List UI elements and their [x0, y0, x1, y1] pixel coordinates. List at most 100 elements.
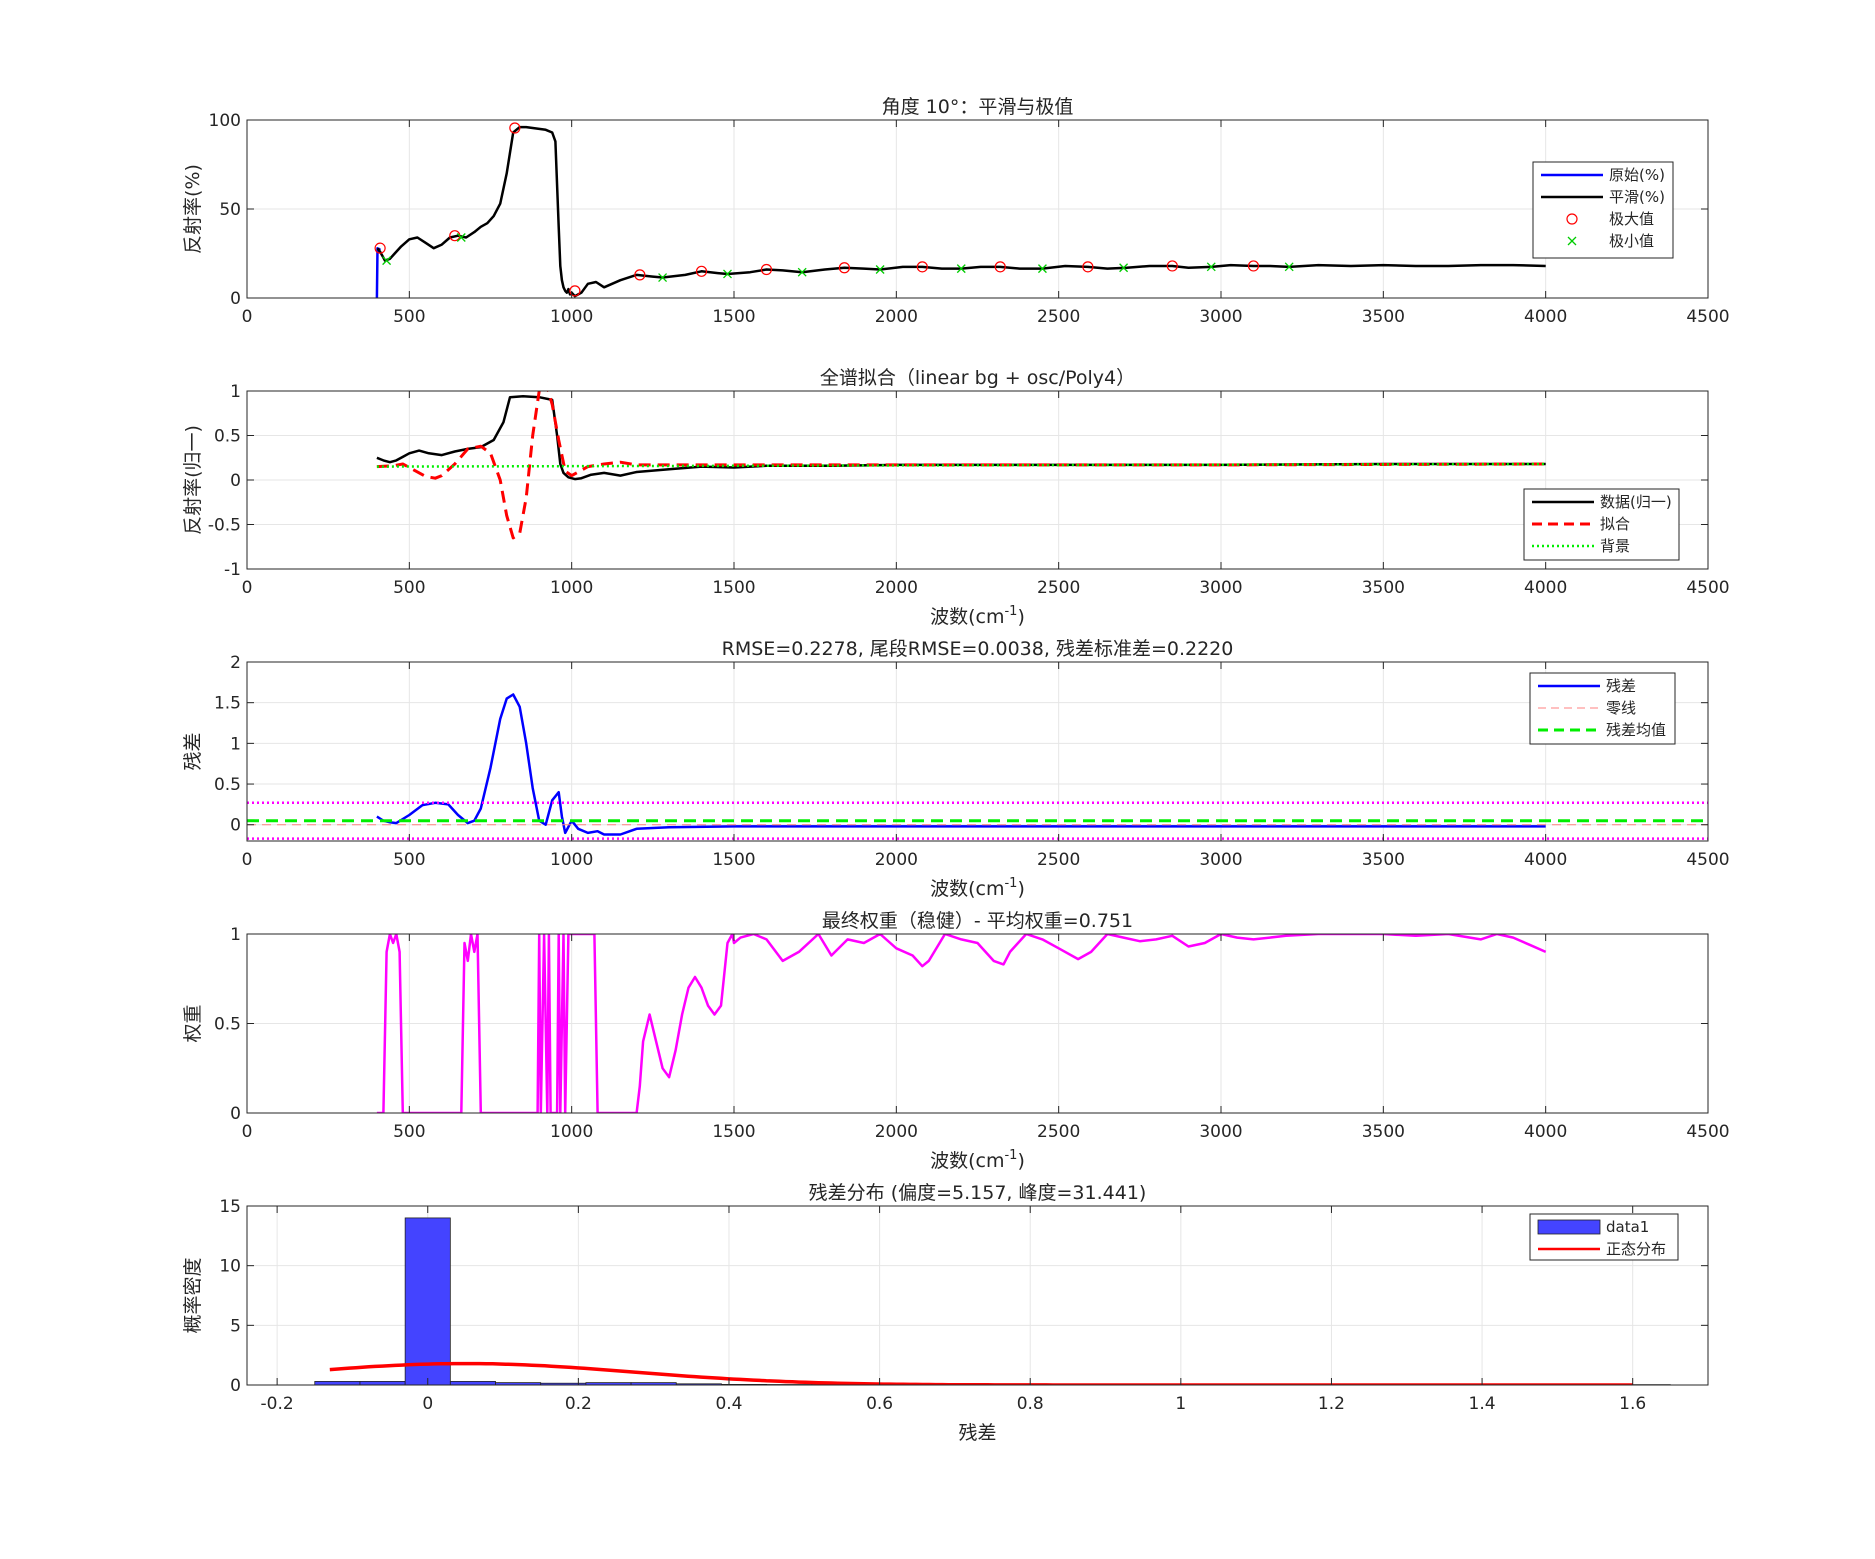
maximum-marker: [1082, 261, 1094, 273]
maximum-marker: [509, 122, 521, 134]
x-tick-label: 4500: [1686, 578, 1729, 598]
x-tick-label: 3500: [1362, 307, 1405, 327]
chart-title: 全谱拟合（linear bg + osc/Poly4）: [820, 367, 1135, 389]
y-tick-label: 10: [219, 1257, 241, 1277]
x-tick-label: 0: [242, 1122, 253, 1142]
x-tick-label: 0: [422, 1394, 433, 1414]
x-tick-label: 0.2: [565, 1394, 592, 1414]
x-tick-label: 4500: [1686, 850, 1729, 870]
x-tick-label: 3000: [1199, 307, 1242, 327]
data-layer: [376, 934, 1547, 1113]
y-tick-label: 0.5: [214, 1015, 241, 1035]
maximum-marker: [634, 269, 646, 281]
legend-label: data1: [1606, 1218, 1649, 1236]
x-tick-label: 3000: [1199, 578, 1242, 598]
x-tick-label: 4000: [1524, 850, 1567, 870]
x-tick-label: 3000: [1199, 850, 1242, 870]
plot-area: [247, 1206, 1708, 1385]
x-tick-label: 1.2: [1318, 1394, 1345, 1414]
y-tick-label: 50: [219, 200, 241, 220]
y-tick-label: 1: [230, 382, 241, 402]
minimum-marker: [956, 264, 966, 274]
chart-title: 最终权重（稳健）- 平均权重=0.751: [822, 910, 1133, 932]
y-tick-label: -0.5: [208, 516, 241, 536]
x-tick-label: 1000: [550, 578, 593, 598]
minimum-marker: [1284, 262, 1294, 272]
chart-title: 角度 10°：平滑与极值: [882, 96, 1074, 118]
x-tick-label: 0.6: [866, 1394, 893, 1414]
x-tick-label: 0: [242, 578, 253, 598]
y-tick-label: 0: [230, 471, 241, 491]
x-tick-label: 4000: [1524, 307, 1567, 327]
x-tick-label: 1000: [550, 307, 593, 327]
y-tick-label: 1.5: [214, 694, 241, 714]
maximum-marker: [916, 261, 928, 273]
y-tick-label: 0: [230, 1104, 241, 1124]
chart-panel-2: 0 500 1000 1500 2000 2500 3000 3500 4000 4500 -1 -0…: [182, 367, 1730, 628]
chart-panel-4: 0 500 1000 1500 2000 2500 3000 3500 4000 4500 0 0.5…: [182, 910, 1730, 1172]
chart-panel-3: 0 500 1000 1500 2000 2500 3000 3500 4000 4500 0 0.5…: [182, 638, 1730, 900]
maximum-marker: [374, 242, 386, 254]
x-tick-label: 500: [393, 307, 425, 327]
x-tick-label: 3500: [1362, 850, 1405, 870]
x-tick-label: 1.6: [1619, 1394, 1646, 1414]
x-tick-label: 4500: [1686, 307, 1729, 327]
y-tick-label: -1: [224, 560, 241, 580]
x-axis-label: 波数(cm-1): [930, 876, 1025, 900]
y-tick-label: 0.5: [214, 775, 241, 795]
minimum-marker: [1037, 264, 1047, 274]
maximum-marker: [1166, 260, 1178, 272]
minimum-marker: [456, 233, 466, 242]
legend-label: 数据(归一): [1600, 493, 1672, 511]
maximum-marker: [1247, 260, 1260, 272]
legend-label: 残差: [1606, 677, 1636, 695]
chart-panel-5: -0.2 0 0.2 0.4 0.6 0.8 1 1.2 1.4 1.6 0 5 10 15 残差分布 (偏…: [182, 1182, 1709, 1444]
x-tick-label: 0.4: [715, 1394, 742, 1414]
x-tick-label: 2500: [1037, 850, 1080, 870]
legend-label: 拟合: [1600, 515, 1630, 533]
y-tick-label: 0: [230, 289, 241, 309]
x-tick-label: 1000: [550, 1122, 593, 1142]
legend-label: 极小值: [1609, 232, 1654, 250]
x-tick-label: 2000: [875, 1122, 918, 1142]
x-tick-label: 4000: [1524, 1122, 1567, 1142]
x-tick-label: 1.4: [1469, 1394, 1496, 1414]
x-tick-label: 2500: [1037, 307, 1080, 327]
legend-label: 原始(%): [1609, 166, 1665, 184]
minimum-marker: [797, 267, 807, 277]
x-tick-label: 2000: [875, 307, 918, 327]
y-tick-label: 100: [209, 111, 241, 131]
x-tick-label: 1000: [550, 850, 593, 870]
legend-label: 残差均值: [1606, 721, 1666, 739]
y-tick-label: 0.5: [214, 427, 241, 447]
maximum-marker: [569, 285, 581, 297]
x-tick-label: -0.2: [261, 1394, 294, 1414]
legend-swatch: [1566, 213, 1578, 225]
x-axis-label: 波数(cm-1): [930, 1148, 1025, 1172]
x-tick-label: 1500: [712, 1122, 755, 1142]
y-tick-label: 15: [219, 1197, 241, 1217]
y-tick-label: 0: [230, 1376, 241, 1396]
x-tick-label: 3500: [1362, 578, 1405, 598]
chart-title: RMSE=0.2278, 尾段RMSE=0.0038, 残差标准差=0.2220: [722, 638, 1234, 660]
legend-swatch: [1567, 236, 1577, 246]
minimum-marker: [1119, 263, 1129, 273]
maximum-marker: [994, 261, 1006, 273]
legend-label: 背景: [1600, 537, 1630, 555]
y-axis-label: 反射率(%): [182, 164, 204, 254]
x-tick-label: 0: [242, 307, 253, 327]
histogram-bar: [404, 1217, 451, 1385]
x-tick-label: 1500: [712, 850, 755, 870]
x-tick-label: 2500: [1037, 1122, 1080, 1142]
x-tick-label: 2500: [1037, 578, 1080, 598]
axes-box: [246, 661, 1709, 842]
legend-label: 零线: [1606, 699, 1636, 717]
data-layer: [374, 122, 1546, 298]
x-tick-label: 500: [393, 578, 425, 598]
maximum-marker: [695, 265, 708, 277]
histogram-bar: [314, 1381, 361, 1385]
